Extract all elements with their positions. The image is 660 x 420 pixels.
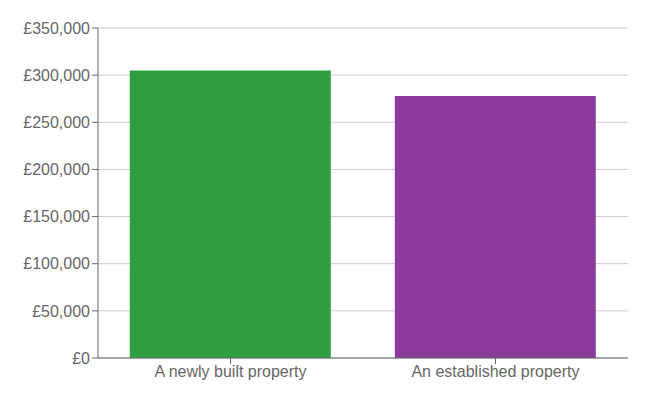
svg-text:£0: £0	[72, 350, 90, 367]
svg-text:An established property: An established property	[411, 363, 579, 380]
svg-text:£100,000: £100,000	[23, 255, 90, 272]
svg-text:£300,000: £300,000	[23, 67, 90, 84]
svg-text:A newly built property: A newly built property	[154, 363, 306, 380]
svg-text:£50,000: £50,000	[32, 303, 90, 320]
svg-text:£350,000: £350,000	[23, 20, 90, 37]
svg-text:£250,000: £250,000	[23, 114, 90, 131]
svg-text:£150,000: £150,000	[23, 208, 90, 225]
svg-text:£200,000: £200,000	[23, 161, 90, 178]
